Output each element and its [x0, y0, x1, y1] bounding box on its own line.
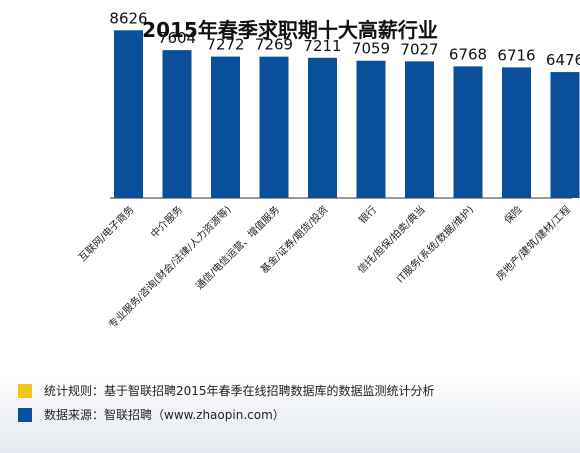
bar-1 [162, 50, 192, 199]
value-label-2: 7272 [206, 36, 244, 54]
bar-7 [453, 66, 483, 199]
category-label-5: 银行 [356, 203, 379, 226]
value-label-9: 6476 [546, 51, 580, 69]
value-label-0: 8626 [109, 9, 147, 27]
value-labels-group: 8626 7604 7272 7269 7211 7059 7027 6768 6716 6476 [109, 9, 580, 69]
category-label-8: 保险 [501, 203, 524, 226]
category-label-7: IT服务(系统/数据/维护) [394, 203, 477, 286]
bar-5 [356, 60, 386, 198]
legend-rule: 统计规则：基于智联招聘2015年春季在线招聘数据库的数据监测统计分析 [18, 382, 435, 399]
bar-chart: 8626 7604 7272 7269 7211 7059 7027 6768 6716 6476… [76, 9, 580, 331]
bar-9 [550, 72, 580, 198]
chart-title: 2015年春季求职期十大高薪行业 [142, 18, 438, 42]
legend-swatch-yellow [18, 383, 32, 398]
bar-4 [308, 57, 337, 199]
value-label-5: 7059 [352, 40, 390, 58]
value-label-4: 7211 [303, 37, 341, 55]
value-label-8: 6716 [497, 46, 535, 64]
bar-3 [259, 56, 289, 199]
background-wave [0, 373, 580, 453]
value-label-3: 7269 [255, 36, 293, 54]
legend-source-text: 数据来源：智联招聘（www.zhaopin.com） [44, 408, 285, 422]
value-label-1: 7604 [158, 29, 196, 47]
legend-swatch-blue [18, 407, 32, 422]
category-label-3: 通信/电信运营、增值服务 [193, 203, 282, 292]
category-labels-group: 互联网/电子商务 中介服务专业服务/咨询(财会/法律/人力资源等)通信/电信运营、… [76, 203, 574, 331]
value-label-6: 7027 [400, 40, 438, 58]
legend-source: 数据来源：智联招聘（www.zhaopin.com） [18, 406, 285, 423]
bars-group [114, 30, 580, 199]
value-label-7: 6768 [449, 45, 487, 63]
bar-2 [211, 56, 240, 198]
bar-6 [405, 61, 434, 198]
category-label-0: 互联网/电子商务 [76, 203, 137, 264]
category-label-1: 中介服务 [148, 203, 185, 240]
legend-rule-text: 统计规则：基于智联招聘2015年春季在线招聘数据库的数据监测统计分析 [44, 384, 435, 398]
bar-8 [502, 67, 531, 199]
bar-0 [114, 30, 143, 199]
